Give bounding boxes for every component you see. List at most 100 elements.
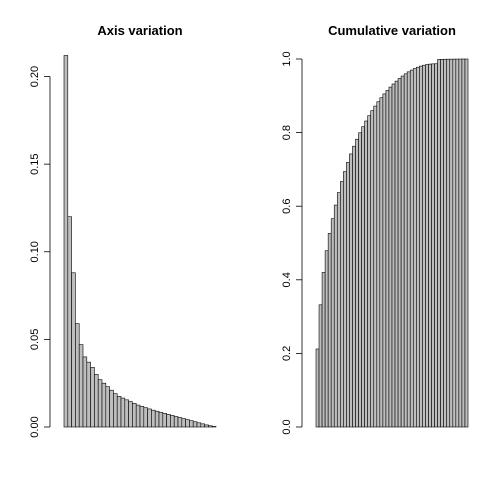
bar (355, 138, 359, 428)
bar (370, 110, 375, 428)
bar (139, 406, 145, 428)
y-tick-label: 1.0 (281, 51, 293, 66)
bar (147, 408, 152, 428)
y-tick-label: 0.15 (29, 153, 41, 174)
bar (189, 420, 194, 428)
bar (428, 63, 432, 428)
bar (128, 401, 133, 428)
bar (185, 419, 190, 428)
bar (116, 396, 122, 428)
bar (315, 348, 320, 428)
axis-variation-panel: Axis variation 0.00 0.05 0.10 0.15 0.20 (29, 23, 217, 438)
bar (461, 58, 466, 428)
bar (452, 58, 457, 428)
bar (449, 58, 454, 428)
bar (379, 97, 384, 428)
bar (361, 126, 365, 428)
bar (376, 101, 381, 428)
chart-title: Axis variation (97, 23, 182, 38)
bar (67, 216, 72, 428)
bar (340, 181, 344, 428)
bar (406, 71, 411, 428)
bar (324, 250, 329, 428)
bar (90, 367, 95, 428)
bars (63, 55, 217, 428)
bar (173, 416, 179, 428)
cumulative-variation-panel: Cumulative variation 0.0 0.2 0.4 0.6 0.8 1.0 (281, 23, 469, 435)
bar (154, 410, 160, 428)
bar (75, 323, 80, 428)
bar (425, 64, 429, 428)
bar (192, 421, 198, 428)
bar (208, 425, 213, 428)
bar (105, 386, 110, 428)
bar (143, 407, 148, 428)
bar (352, 145, 356, 428)
bar (409, 69, 414, 428)
bar (434, 63, 438, 428)
bar (109, 389, 114, 428)
bar (455, 58, 460, 428)
bar (86, 361, 91, 428)
bar (120, 397, 126, 428)
bar (437, 59, 441, 428)
bar (440, 58, 444, 428)
bar (367, 115, 372, 428)
bar (422, 64, 426, 428)
bar (388, 86, 393, 428)
bar (416, 66, 420, 428)
bar (464, 58, 469, 428)
bars (315, 58, 469, 428)
bar (400, 75, 405, 428)
y-axis: 0.0 0.2 0.4 0.6 0.8 1.0 (281, 51, 303, 435)
bar (358, 132, 362, 428)
bar (124, 399, 129, 428)
bar (196, 422, 202, 428)
bar (391, 83, 396, 428)
bar (373, 105, 378, 428)
bar (394, 80, 399, 428)
y-tick-label: 0.10 (29, 241, 41, 262)
bar (97, 379, 103, 428)
bar (333, 204, 338, 428)
y-tick-label: 0.6 (281, 199, 293, 214)
bar (166, 414, 171, 428)
bar (151, 409, 156, 428)
bar (336, 192, 341, 428)
bar (446, 58, 451, 428)
bar (397, 78, 402, 428)
bar (200, 423, 205, 428)
bar (135, 404, 141, 428)
y-tick-label: 0.00 (29, 416, 41, 437)
y-axis: 0.00 0.05 0.10 0.15 0.20 (29, 66, 51, 438)
bar (101, 382, 107, 428)
bar (419, 65, 423, 428)
bar (82, 356, 88, 428)
bar (403, 73, 408, 428)
bar (204, 424, 209, 428)
bar (318, 304, 323, 428)
bar (431, 63, 435, 428)
bar (158, 411, 164, 428)
bar (443, 58, 448, 428)
y-tick-label: 0.2 (281, 346, 293, 361)
bar (346, 162, 350, 428)
bar (113, 393, 118, 428)
bar (382, 93, 387, 428)
bar (162, 413, 167, 428)
y-tick-label: 0.4 (281, 272, 293, 287)
bar (71, 272, 76, 428)
y-tick-label: 0.8 (281, 125, 293, 140)
bar (330, 218, 335, 428)
bar (78, 344, 84, 428)
bar (458, 58, 463, 428)
y-tick-label: 0.05 (29, 329, 41, 350)
bar (385, 90, 390, 428)
bar (132, 403, 137, 428)
bar (349, 153, 353, 428)
chart-title: Cumulative variation (328, 23, 456, 38)
bar (327, 233, 332, 428)
bar (343, 171, 347, 428)
bar (177, 417, 183, 428)
